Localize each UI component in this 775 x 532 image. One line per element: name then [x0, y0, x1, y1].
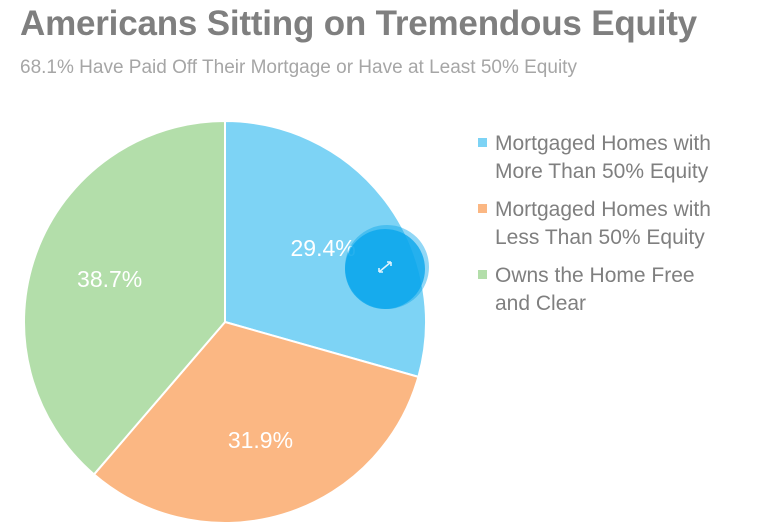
- touch-indicator: [345, 229, 425, 309]
- chart-legend: Mortgaged Homes with More Than 50% Equit…: [478, 130, 768, 328]
- pie-slice-3: [23, 119, 226, 476]
- pie-slice-2: [92, 320, 420, 524]
- legend-item-more-than-50: Mortgaged Homes with More Than 50% Equit…: [478, 130, 768, 185]
- legend-swatch: [478, 270, 487, 279]
- legend-item-free-and-clear: Owns the Home Free and Clear: [478, 262, 768, 317]
- chart-title: Americans Sitting on Tremendous Equity: [20, 4, 697, 43]
- slice-data-label-1: 29.4%: [291, 235, 356, 261]
- legend-item-less-than-50: Mortgaged Homes with Less Than 50% Equit…: [478, 196, 768, 251]
- slice-data-label-3: 38.7%: [77, 266, 142, 292]
- pie-slice-1: [224, 119, 427, 379]
- slice-data-label-2: 31.9%: [228, 427, 293, 453]
- legend-label: Mortgaged Homes with Less Than 50% Equit…: [495, 198, 711, 249]
- legend-label: Mortgaged Homes with More Than 50% Equit…: [495, 132, 711, 183]
- legend-swatch: [478, 204, 487, 213]
- legend-swatch: [478, 138, 487, 147]
- chart-subtitle: 68.1% Have Paid Off Their Mortgage or Ha…: [20, 57, 577, 78]
- legend-label: Owns the Home Free and Clear: [495, 264, 695, 315]
- resize-diagonal-icon: [378, 261, 392, 273]
